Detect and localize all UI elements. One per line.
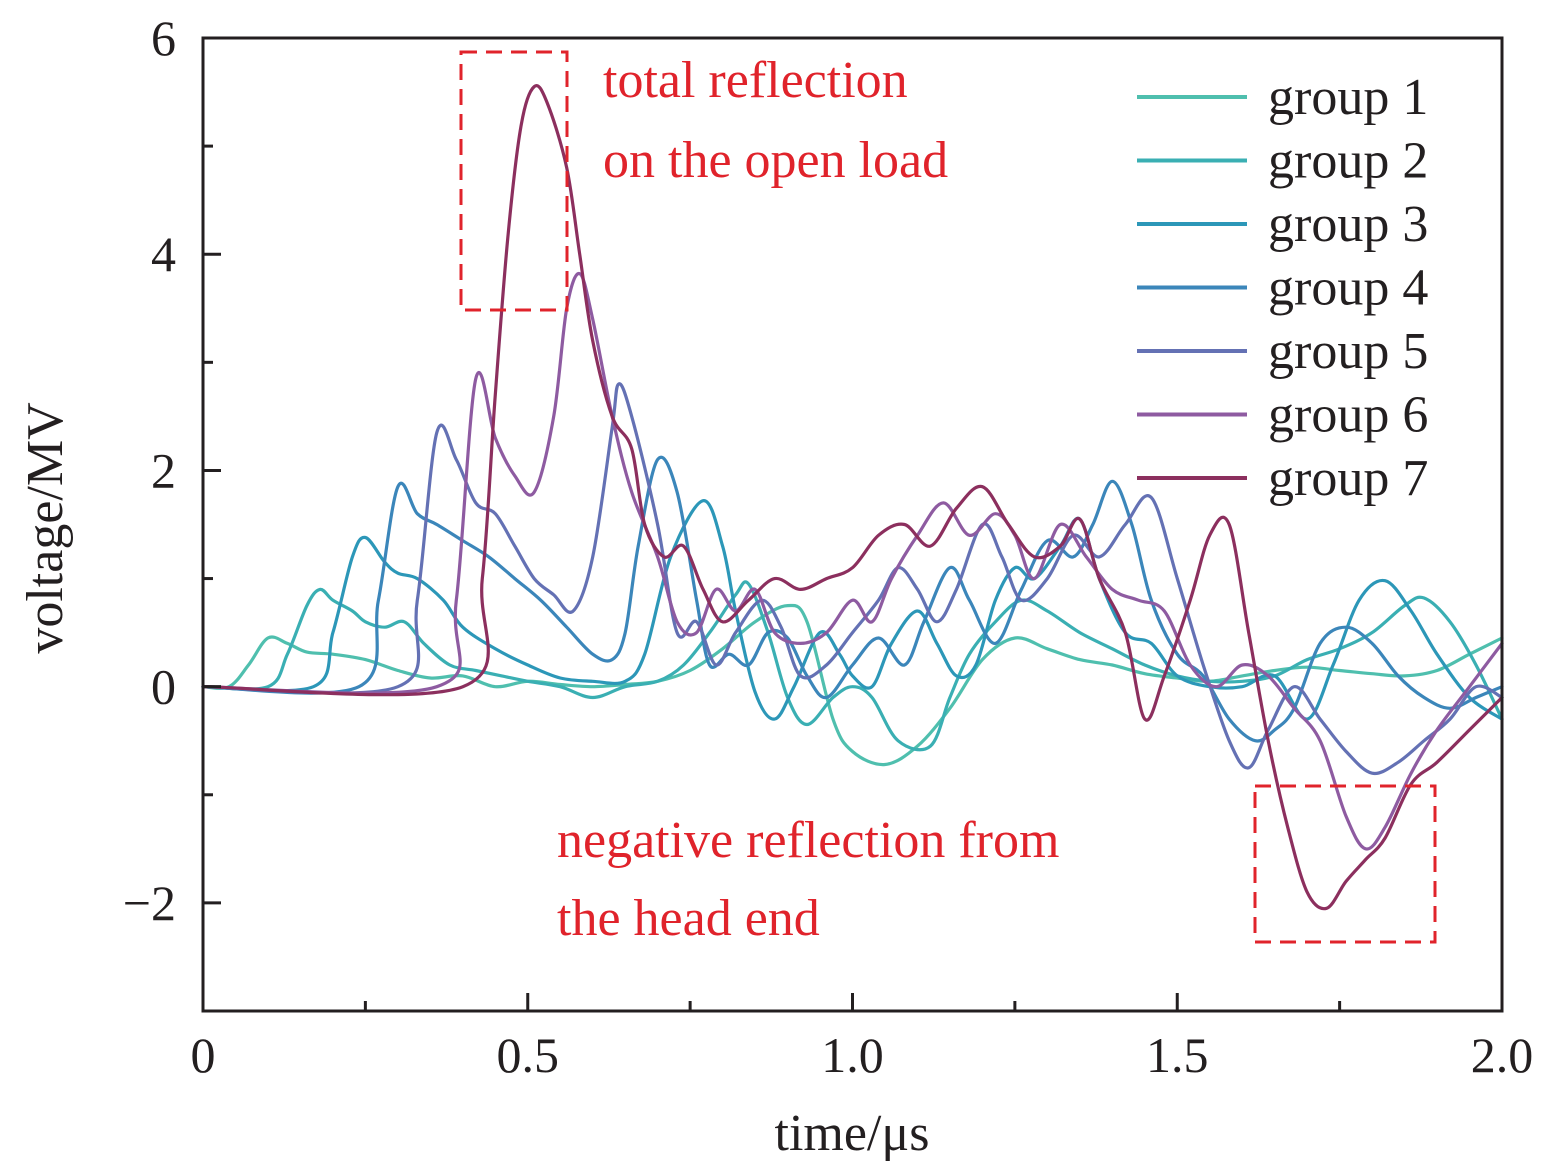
y-tick-label: 6 xyxy=(151,10,176,66)
negative-reflection-line-2: the head end xyxy=(557,890,820,947)
legend-label-group-3: group 3 xyxy=(1268,196,1428,253)
legend-label-group-5: group 5 xyxy=(1268,323,1428,380)
x-tick-label: 1.5 xyxy=(1146,1027,1209,1083)
y-tick-label: 0 xyxy=(151,659,176,715)
total-reflection-line-2: on the open load xyxy=(603,132,948,189)
negative-reflection-box xyxy=(1253,784,1437,944)
total-reflection-box xyxy=(459,50,569,312)
series-line-group-7 xyxy=(201,84,1504,911)
negative-reflection-line-1: negative reflection from xyxy=(557,812,1059,869)
annotation-boxes xyxy=(459,50,1437,944)
legend-label-group-6: group 6 xyxy=(1268,387,1428,444)
legend-label-group-2: group 2 xyxy=(1268,133,1428,190)
legend-label-group-7: group 7 xyxy=(1268,450,1428,507)
legend: group 1 group 2 group 3 group 4 group 5 group… xyxy=(1137,69,1428,507)
series-line-group-5 xyxy=(201,382,1504,776)
series-layer xyxy=(201,84,1504,911)
legend-label-group-1: group 1 xyxy=(1268,69,1428,126)
series-line-group-4 xyxy=(201,455,1504,743)
y-tick-label: −2 xyxy=(123,875,176,931)
legend-label-group-4: group 4 xyxy=(1268,260,1428,317)
x-tick-label: 1.0 xyxy=(821,1027,884,1083)
x-tick-label: 2.0 xyxy=(1471,1027,1534,1083)
y-tick-label: 2 xyxy=(151,442,176,498)
x-tick-label: 0 xyxy=(191,1027,216,1083)
y-tick-label: 4 xyxy=(151,226,176,282)
series-line-group-6 xyxy=(201,272,1504,851)
y-axis-title: voltage/MV xyxy=(17,402,74,653)
x-axis-title: time/μs xyxy=(775,1105,930,1162)
total-reflection-line-1: total reflection xyxy=(603,52,908,109)
series-line-group-2 xyxy=(201,580,1504,752)
x-tick-label: 0.5 xyxy=(497,1027,560,1083)
ticks-layer: 0 0.5 1.0 1.5 2.0 −2 0 2 4 6 xyxy=(123,10,1533,1083)
